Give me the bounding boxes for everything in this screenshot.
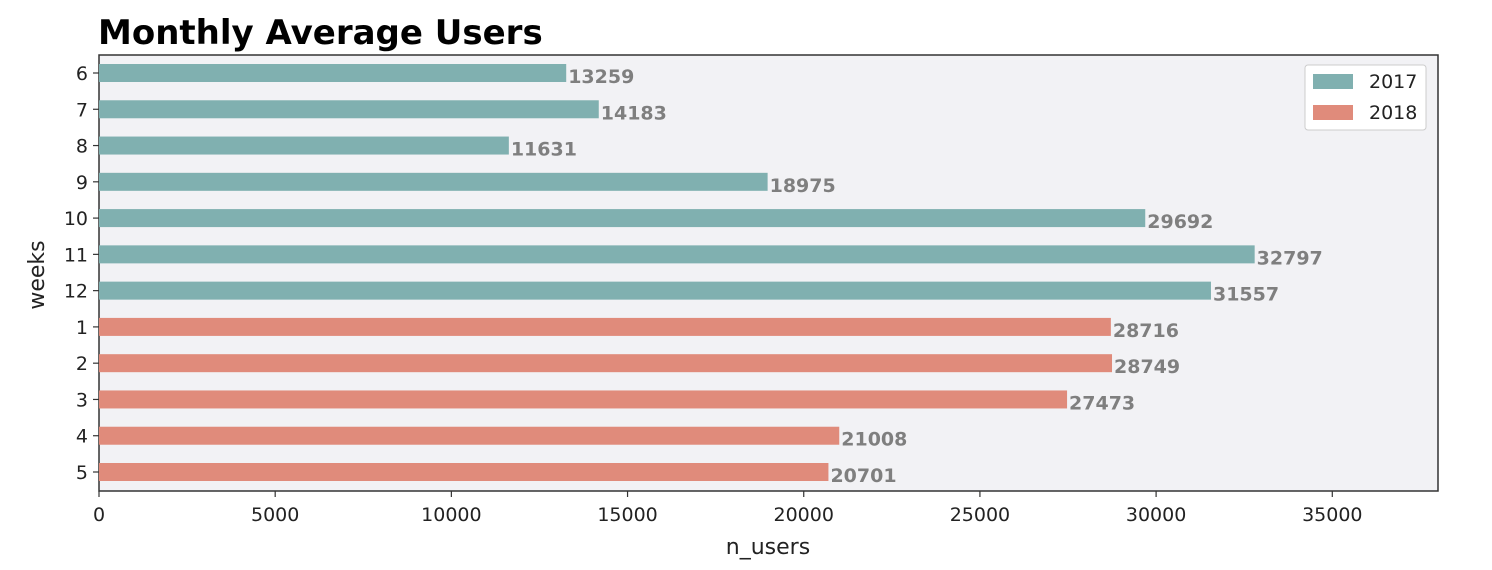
bar-value-label: 21008 [841, 429, 907, 451]
x-axis-label: n_users [726, 535, 810, 560]
bars-group: 13259 14183 11631 18975 29692 32797 31557 28716… [99, 64, 1323, 487]
legend-label-2017: 2017 [1369, 71, 1417, 93]
bar-value-label: 32797 [1257, 247, 1323, 269]
x-tick-label: 0 [93, 504, 105, 526]
bar-value-label: 28749 [1114, 356, 1180, 378]
bar-2017-12 [99, 281, 1211, 300]
bar-2017-9 [99, 172, 768, 191]
y-tick-label: 7 [76, 99, 88, 121]
x-axis-ticks: 0 5000 10000 15000 20000 25000 30000 35000 [93, 491, 1363, 526]
bar-value-label: 13259 [568, 66, 634, 88]
bar-value-label: 29692 [1147, 211, 1213, 233]
legend-swatch-2017 [1313, 74, 1353, 89]
x-tick-label: 5000 [251, 504, 299, 526]
bar-value-label: 27473 [1069, 392, 1135, 414]
y-tick-label: 4 [76, 426, 88, 448]
bar-2017-8 [99, 136, 509, 155]
plot-area [98, 54, 1439, 492]
y-tick-label: 6 [76, 63, 88, 85]
y-tick-label: 12 [64, 281, 88, 303]
bar-value-label: 20701 [830, 465, 896, 487]
y-tick-label: 2 [76, 353, 88, 375]
bar-value-label: 11631 [511, 139, 577, 161]
x-tick-label: 10000 [421, 504, 481, 526]
bar-2017-6 [99, 64, 567, 82]
y-tick-label: 3 [76, 389, 88, 411]
bar-2018-3 [99, 390, 1068, 409]
y-axis-label: weeks [25, 240, 50, 309]
bar-2018-4 [99, 426, 840, 445]
x-tick-label: 35000 [1302, 504, 1362, 526]
chart-title: Monthly Average Users [98, 13, 543, 53]
x-tick-label: 30000 [1126, 504, 1186, 526]
y-tick-label: 10 [64, 208, 88, 230]
bar-2017-11 [99, 245, 1255, 264]
legend: 2017 2018 [1304, 64, 1427, 131]
legend-label-2018: 2018 [1369, 102, 1417, 124]
x-tick-label: 20000 [774, 504, 834, 526]
y-tick-label: 8 [76, 136, 88, 158]
bar-2017-10 [99, 209, 1146, 228]
x-tick-label: 25000 [950, 504, 1010, 526]
legend-swatch-2018 [1313, 105, 1353, 120]
x-tick-label: 15000 [597, 504, 657, 526]
bar-2018-1 [99, 317, 1111, 336]
bar-value-label: 31557 [1213, 284, 1279, 306]
y-tick-label: 5 [76, 462, 88, 484]
bar-value-label: 28716 [1113, 320, 1179, 342]
y-tick-label: 11 [64, 244, 88, 266]
bar-2017-7 [99, 100, 599, 119]
bar-value-label: 14183 [601, 102, 667, 124]
y-tick-label: 9 [76, 172, 88, 194]
y-tick-label: 1 [76, 317, 88, 339]
bar-2018-2 [99, 354, 1113, 373]
bar-2018-5 [99, 463, 829, 481]
bar-value-label: 18975 [770, 175, 836, 197]
